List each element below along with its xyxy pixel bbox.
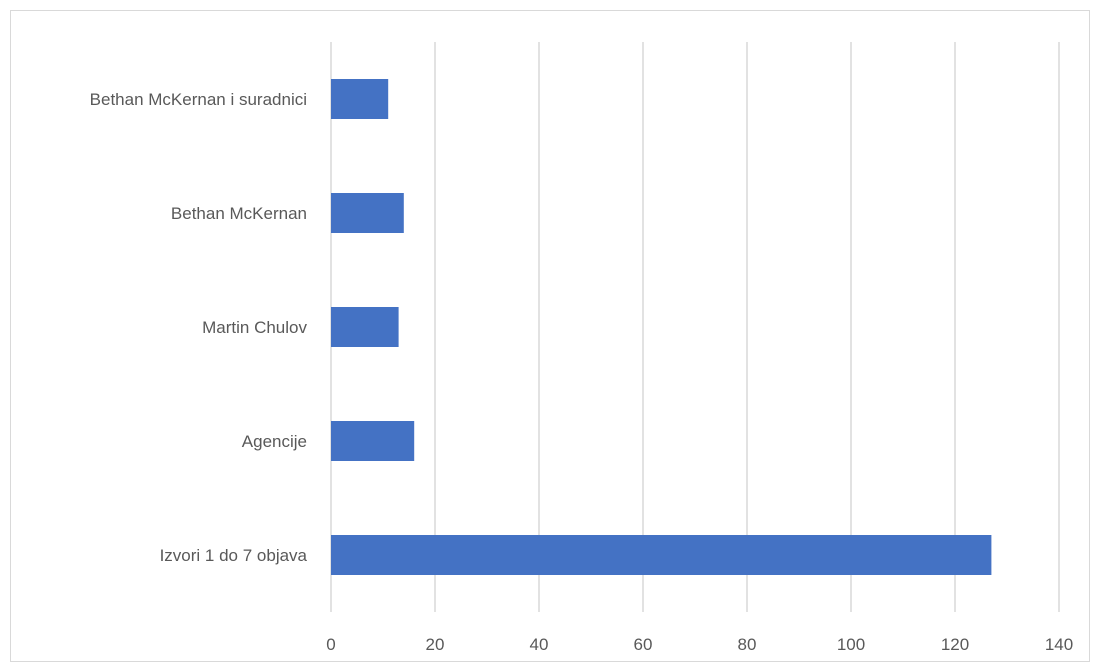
category-label: Agencije xyxy=(242,432,307,451)
category-labels: Bethan McKernan i suradnici Bethan McKern… xyxy=(90,90,308,565)
category-label: Bethan McKernan xyxy=(171,204,307,223)
category-label: Izvori 1 do 7 objava xyxy=(160,546,308,565)
gridlines xyxy=(330,42,1060,612)
x-tick-label: 60 xyxy=(634,635,653,654)
bar xyxy=(331,535,992,575)
x-tick-label: 140 xyxy=(1045,635,1073,654)
bar xyxy=(331,421,415,461)
category-label: Bethan McKernan i suradnici xyxy=(90,90,307,109)
x-axis-ticks: 0 20 40 60 80 100 120 140 xyxy=(326,635,1073,654)
x-tick-label: 20 xyxy=(426,635,445,654)
bar xyxy=(331,193,404,233)
category-label: Martin Chulov xyxy=(202,318,307,337)
x-tick-label: 80 xyxy=(738,635,757,654)
x-tick-label: 40 xyxy=(530,635,549,654)
x-tick-label: 120 xyxy=(941,635,969,654)
bar xyxy=(331,79,389,119)
bars xyxy=(331,79,992,575)
bar xyxy=(331,307,399,347)
x-tick-label: 0 xyxy=(326,635,335,654)
x-tick-label: 100 xyxy=(837,635,865,654)
